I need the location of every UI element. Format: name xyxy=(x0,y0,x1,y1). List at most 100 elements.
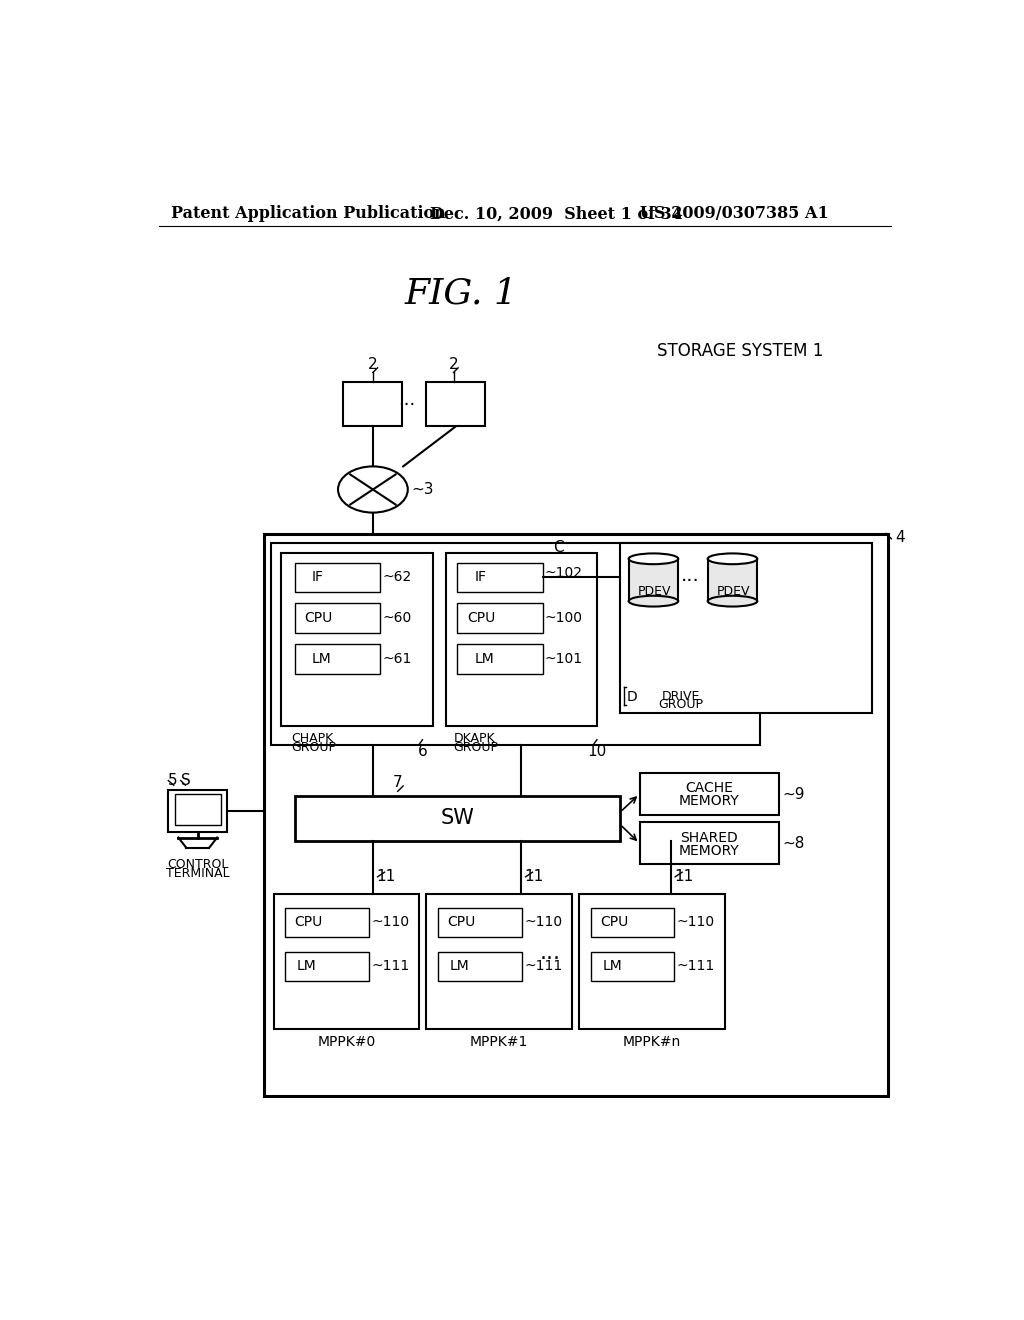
FancyBboxPatch shape xyxy=(263,535,888,1096)
FancyBboxPatch shape xyxy=(629,554,678,597)
FancyBboxPatch shape xyxy=(295,562,380,591)
Text: CHAPK: CHAPK xyxy=(291,733,333,744)
Text: ~111: ~111 xyxy=(372,960,410,973)
FancyBboxPatch shape xyxy=(458,562,543,591)
FancyBboxPatch shape xyxy=(295,603,380,632)
Text: 11: 11 xyxy=(675,870,693,884)
Text: ~111: ~111 xyxy=(677,960,715,973)
Text: DKAPK: DKAPK xyxy=(454,733,496,744)
Text: US 2009/0307385 A1: US 2009/0307385 A1 xyxy=(640,206,828,222)
Text: D: D xyxy=(627,689,638,704)
FancyBboxPatch shape xyxy=(458,644,543,673)
FancyBboxPatch shape xyxy=(286,952,369,981)
Text: LM: LM xyxy=(297,960,316,973)
Text: IF: IF xyxy=(311,570,324,585)
Text: 4: 4 xyxy=(895,529,905,545)
Text: ~8: ~8 xyxy=(783,836,805,851)
Text: ~110: ~110 xyxy=(524,915,562,929)
Text: 6: 6 xyxy=(418,743,427,759)
Text: PDEV: PDEV xyxy=(638,585,672,598)
Text: SHARED: SHARED xyxy=(680,830,738,845)
FancyBboxPatch shape xyxy=(271,544,760,744)
Text: CPU: CPU xyxy=(600,915,629,929)
FancyBboxPatch shape xyxy=(640,774,779,816)
Text: ~111: ~111 xyxy=(524,960,562,973)
Text: ~110: ~110 xyxy=(677,915,715,929)
Text: GROUP: GROUP xyxy=(658,698,703,711)
FancyBboxPatch shape xyxy=(438,952,521,981)
Text: 2: 2 xyxy=(449,358,459,372)
Ellipse shape xyxy=(629,553,678,564)
FancyBboxPatch shape xyxy=(445,553,597,726)
FancyBboxPatch shape xyxy=(343,381,401,426)
Text: ~100: ~100 xyxy=(545,611,583,626)
FancyBboxPatch shape xyxy=(426,894,572,1028)
Text: MEMORY: MEMORY xyxy=(679,843,739,858)
Text: S: S xyxy=(180,774,190,788)
Text: ~110: ~110 xyxy=(372,915,410,929)
Text: 7: 7 xyxy=(393,775,402,789)
Text: CONTROL: CONTROL xyxy=(167,858,228,871)
Text: IF: IF xyxy=(474,570,486,585)
Text: ~60: ~60 xyxy=(382,611,412,626)
Text: ···: ··· xyxy=(681,573,700,591)
FancyBboxPatch shape xyxy=(295,796,621,841)
FancyBboxPatch shape xyxy=(591,952,675,981)
Text: DRIVE: DRIVE xyxy=(662,689,699,702)
Text: 11: 11 xyxy=(524,870,544,884)
Text: MPPK#0: MPPK#0 xyxy=(317,1035,376,1049)
FancyBboxPatch shape xyxy=(295,644,380,673)
Text: Dec. 10, 2009  Sheet 1 of 34: Dec. 10, 2009 Sheet 1 of 34 xyxy=(430,206,683,222)
Text: MEMORY: MEMORY xyxy=(679,795,739,808)
Text: ~102: ~102 xyxy=(545,566,583,581)
FancyBboxPatch shape xyxy=(174,795,221,825)
Text: MPPK#n: MPPK#n xyxy=(623,1035,681,1049)
FancyBboxPatch shape xyxy=(426,381,484,426)
FancyBboxPatch shape xyxy=(579,894,725,1028)
Text: CPU: CPU xyxy=(305,611,333,626)
Ellipse shape xyxy=(629,595,678,607)
FancyBboxPatch shape xyxy=(438,908,521,937)
Text: CACHE: CACHE xyxy=(685,781,733,795)
Text: LM: LM xyxy=(602,960,622,973)
Text: SW: SW xyxy=(440,808,474,828)
Text: LM: LM xyxy=(450,960,469,973)
Text: GROUP: GROUP xyxy=(291,741,336,754)
Text: 5: 5 xyxy=(168,774,178,788)
Text: C: C xyxy=(553,540,563,556)
FancyBboxPatch shape xyxy=(708,554,758,597)
FancyBboxPatch shape xyxy=(273,894,420,1028)
Text: TERMINAL: TERMINAL xyxy=(166,867,229,880)
FancyBboxPatch shape xyxy=(168,789,227,832)
Text: ···: ··· xyxy=(540,949,561,969)
Text: MPPK#1: MPPK#1 xyxy=(470,1035,528,1049)
Text: Patent Application Publication: Patent Application Publication xyxy=(171,206,445,222)
Text: LM: LM xyxy=(474,652,495,665)
Text: ~9: ~9 xyxy=(783,787,805,801)
Ellipse shape xyxy=(708,553,758,564)
FancyBboxPatch shape xyxy=(282,553,432,726)
Text: ~62: ~62 xyxy=(382,570,412,585)
Text: CPU: CPU xyxy=(467,611,496,626)
Text: CPU: CPU xyxy=(295,915,323,929)
Text: ~61: ~61 xyxy=(382,652,412,665)
Text: ~101: ~101 xyxy=(545,652,583,665)
FancyBboxPatch shape xyxy=(458,603,543,632)
Ellipse shape xyxy=(338,466,408,512)
Text: 2: 2 xyxy=(368,358,378,372)
Text: FIG. 1: FIG. 1 xyxy=(404,276,518,310)
Text: PDEV: PDEV xyxy=(717,585,751,598)
Text: LM: LM xyxy=(311,652,332,665)
FancyBboxPatch shape xyxy=(621,544,872,713)
FancyBboxPatch shape xyxy=(591,908,675,937)
Text: ~3: ~3 xyxy=(412,482,434,498)
Text: 10: 10 xyxy=(587,743,606,759)
FancyBboxPatch shape xyxy=(640,822,779,865)
Ellipse shape xyxy=(708,595,758,607)
Text: 11: 11 xyxy=(377,870,396,884)
Text: GROUP: GROUP xyxy=(454,741,499,754)
Text: STORAGE SYSTEM 1: STORAGE SYSTEM 1 xyxy=(657,342,823,360)
Text: CPU: CPU xyxy=(447,915,475,929)
Text: ···: ··· xyxy=(398,396,416,413)
FancyBboxPatch shape xyxy=(286,908,369,937)
